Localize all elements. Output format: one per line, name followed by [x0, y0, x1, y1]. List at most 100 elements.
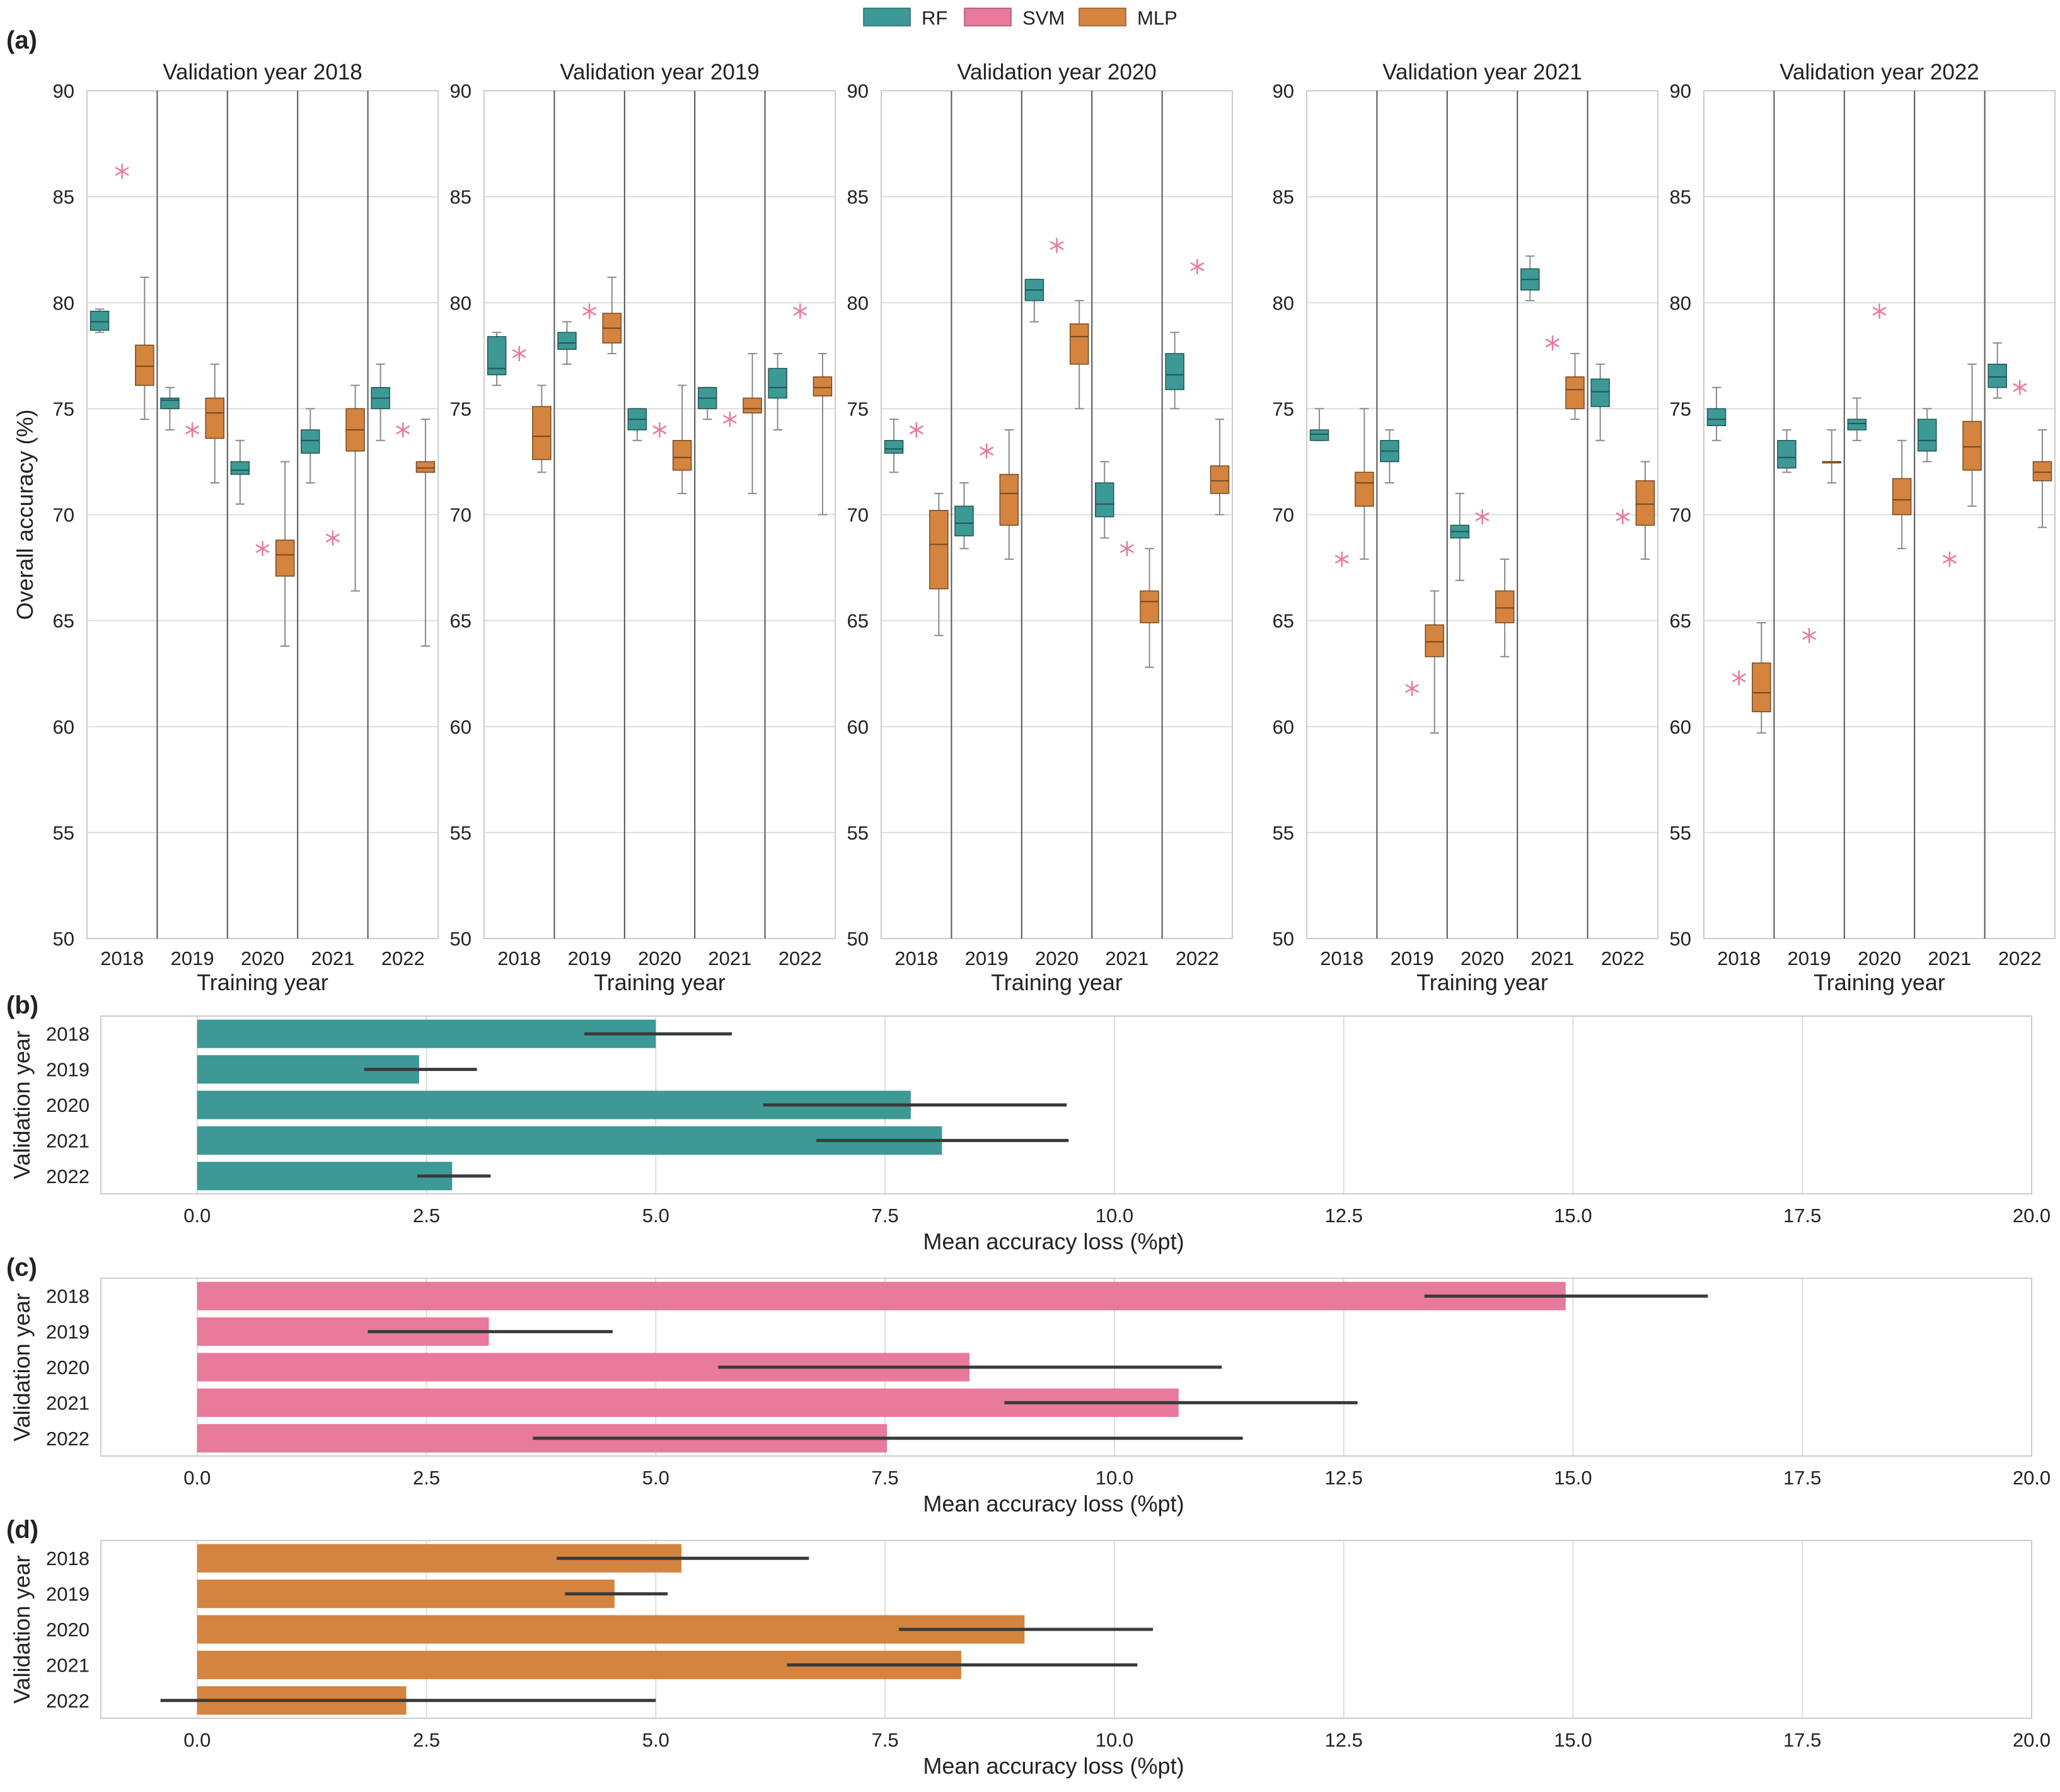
y-tick-label: 2018	[46, 1023, 90, 1045]
box-rf	[1706, 386, 1727, 441]
panel-d-mlp-loss: (d) 0.0 2.5 5.0 7.5 10.0 12.5 15.0 17.5 20.0 Mean …	[6, 1516, 2051, 1779]
svm-marker-stroke	[582, 306, 597, 316]
box-mlp	[813, 352, 833, 516]
x-tick-label: 15.0	[1554, 1729, 1592, 1751]
y-tick-label: 70	[847, 504, 869, 526]
box-iqr	[672, 440, 692, 471]
x-tick-label: 10.0	[1096, 1729, 1133, 1751]
box-mlp	[1892, 439, 1912, 550]
svm-marker	[1732, 670, 1746, 686]
box-iqr	[1752, 662, 1771, 712]
x-tick-label: 2021	[311, 947, 354, 969]
y-tick-label: 2022	[46, 1428, 90, 1450]
box-iqr	[884, 440, 904, 454]
box-rf	[1590, 363, 1610, 441]
box-rf	[160, 386, 180, 431]
box-rf	[954, 482, 974, 550]
y-tick-label: 85	[1670, 186, 1691, 208]
svm-marker-stroke	[1872, 306, 1887, 316]
svm-marker-stroke	[255, 544, 270, 553]
x-tick-label: 0.0	[183, 1205, 211, 1227]
bar-2019	[197, 1580, 615, 1609]
panel-label-a: (a)	[6, 26, 37, 54]
box-mlp	[135, 276, 154, 420]
subplot-validation-year-2020: 50 55 60 65 70 75 80 85 90 Validation year 2020 20…	[847, 60, 1233, 995]
box-rf	[1309, 408, 1329, 441]
subplot-frame	[86, 90, 439, 939]
y-tick-label: 2021	[46, 1130, 90, 1152]
x-tick-label: 12.5	[1324, 1467, 1362, 1489]
y-tick-label: 50	[450, 928, 472, 950]
y-tick-label: 2020	[46, 1094, 90, 1116]
subplot-validation-year-2021: 50 55 60 65 70 75 80 85 90 Validation year 2021 20…	[1273, 60, 1658, 995]
legend-swatch-rf	[863, 8, 911, 26]
bar-2022	[197, 1162, 453, 1191]
y-tick-label: 60	[1670, 716, 1691, 738]
x-tick-label: 2018	[497, 947, 541, 969]
box-mlp	[1069, 299, 1089, 410]
y-tick-label: 80	[1670, 292, 1691, 314]
x-tick-label: 2021	[1105, 947, 1149, 969]
svm-marker-stroke	[1616, 512, 1630, 521]
box-rf	[1777, 429, 1797, 473]
box-mlp	[345, 384, 365, 592]
y-tick-label: 60	[53, 716, 74, 738]
legend: RF SVM MLP	[863, 7, 1178, 29]
panel-b-rf-loss: (b) 0.0 2.5 5.0 7.5 10.0 12.5 15.0 17.5 20.0 Mean …	[6, 991, 2051, 1254]
y-tick-label: 75	[1670, 398, 1691, 420]
box-iqr	[205, 397, 224, 439]
svm-marker	[1405, 681, 1420, 697]
y-tick-label: 50	[1273, 928, 1294, 950]
x-tick-label: 2018	[1717, 947, 1761, 969]
box-iqr	[1918, 419, 1937, 452]
x-axis-label: Mean accuracy loss (%pt)	[923, 1753, 1184, 1779]
y-tick-label: 2018	[46, 1547, 90, 1569]
svm-marker-stroke	[115, 166, 129, 176]
box-rf	[627, 408, 647, 441]
y-tick-label: 2021	[46, 1392, 90, 1414]
subplot-frame	[881, 90, 1233, 939]
box-iqr	[999, 473, 1019, 526]
box-iqr	[1425, 624, 1444, 657]
svm-marker-stroke	[1942, 555, 1957, 564]
svm-marker-stroke	[1190, 262, 1205, 272]
y-tick-label: 50	[53, 928, 74, 950]
subplot-validation-year-2019: 50 55 60 65 70 75 80 85 90 Validation year 2019 20…	[450, 60, 836, 995]
box-iqr	[1495, 590, 1515, 623]
x-tick-label: 2022	[1176, 947, 1219, 969]
svm-marker	[909, 422, 923, 437]
box-iqr	[768, 367, 787, 399]
box-rf	[1165, 332, 1184, 410]
svm-marker-stroke	[325, 533, 340, 543]
box-iqr	[1962, 420, 1982, 471]
box-iqr	[954, 506, 974, 536]
box-iqr	[1095, 482, 1114, 517]
box-iqr	[415, 461, 436, 473]
box-mlp	[1355, 408, 1374, 560]
x-tick-label: 20.0	[2013, 1205, 2051, 1227]
subplot-frame	[1306, 90, 1658, 939]
box-rf	[1380, 429, 1399, 484]
panel-c-svm-loss: (c) 0.0 2.5 5.0 7.5 10.0 12.5 15.0 17.5 20.0 Mean …	[6, 1254, 2051, 1517]
x-tick-label: 2.5	[413, 1467, 440, 1489]
box-rf	[1450, 492, 1470, 581]
x-tick-label: 2020	[1858, 947, 1901, 969]
x-tick-label: 2018	[1320, 947, 1363, 969]
y-tick-label: 70	[53, 504, 74, 526]
y-tick-label: 85	[53, 186, 74, 208]
x-tick-label: 2019	[965, 947, 1009, 969]
box-iqr	[2032, 461, 2052, 482]
box-rf	[1847, 397, 1867, 441]
box-mlp	[415, 419, 436, 647]
svm-marker-stroke	[1334, 555, 1349, 564]
x-tick-label: 2020	[638, 947, 681, 969]
y-tick-label: 55	[53, 822, 74, 844]
x-tick-label: 12.5	[1324, 1729, 1362, 1751]
svm-marker	[1475, 509, 1490, 524]
y-tick-label: 80	[847, 292, 869, 314]
panel-label-b: (b)	[6, 991, 38, 1019]
box-iqr	[135, 344, 154, 386]
bar-2018	[197, 1019, 656, 1048]
svm-marker	[1190, 259, 1205, 275]
svm-marker-stroke	[1475, 512, 1490, 521]
